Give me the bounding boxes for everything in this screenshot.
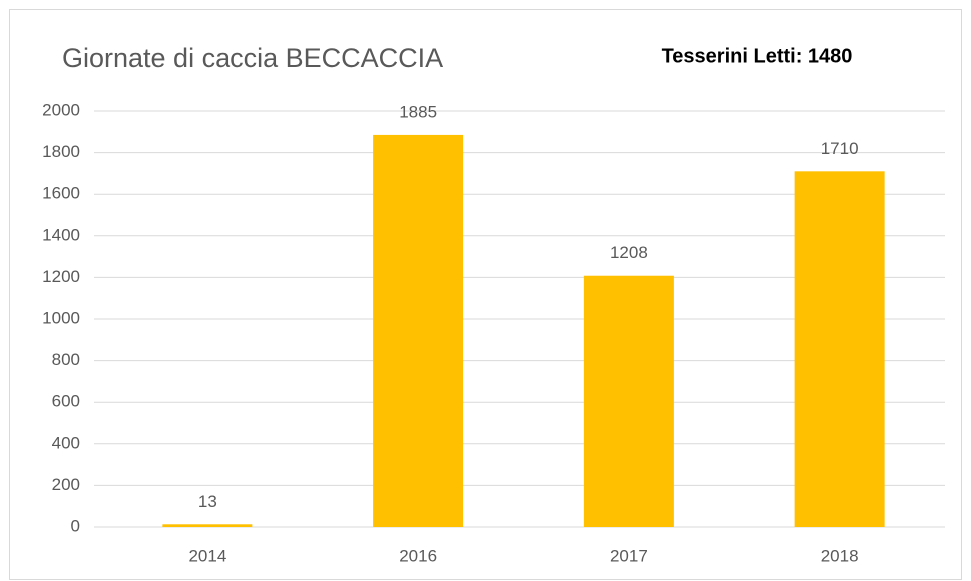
- data-label: 1208: [610, 243, 648, 262]
- bar: [583, 275, 674, 527]
- y-tick-label: 400: [52, 433, 80, 452]
- x-tick-label: 2017: [610, 546, 648, 565]
- y-tick-label: 1600: [42, 184, 80, 203]
- chart-title: Giornate di caccia BECCACCIA: [62, 43, 443, 73]
- data-label: 13: [198, 492, 217, 511]
- bar: [162, 524, 253, 527]
- x-tick-label: 2016: [399, 546, 437, 565]
- y-tick-label: 1200: [42, 267, 80, 286]
- y-tick-label: 800: [52, 350, 80, 369]
- y-tick-label: 200: [52, 475, 80, 494]
- bar: [373, 134, 464, 528]
- data-label: 1885: [399, 102, 437, 121]
- annotation: Tesserini Letti: 1480: [662, 45, 853, 67]
- y-tick-label: 1000: [42, 308, 80, 327]
- x-tick-label: 2018: [821, 546, 859, 565]
- bar: [794, 171, 885, 527]
- y-tick-label: 1400: [42, 225, 80, 244]
- x-tick-label: 2014: [188, 546, 226, 565]
- data-label: 1710: [821, 139, 859, 158]
- y-tick-label: 1800: [42, 142, 80, 161]
- y-tick-label: 0: [71, 516, 80, 535]
- y-tick-label: 2000: [42, 100, 80, 119]
- y-tick-label: 600: [52, 392, 80, 411]
